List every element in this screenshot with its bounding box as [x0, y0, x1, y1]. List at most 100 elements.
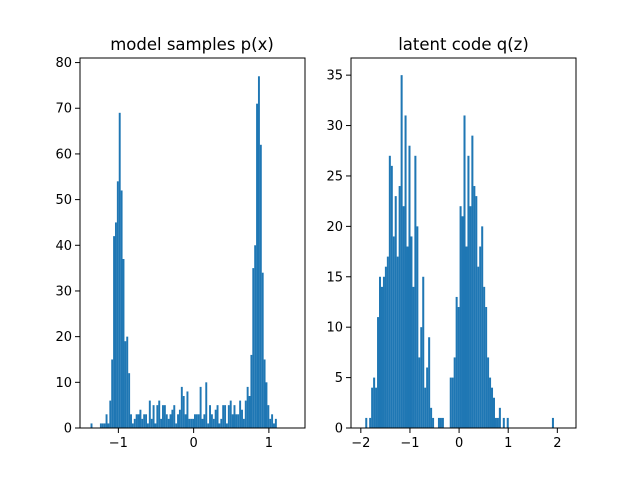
histogram-bar — [373, 377, 376, 428]
histogram-bar — [398, 186, 401, 428]
histogram-bar — [257, 76, 260, 429]
histogram-bar — [124, 341, 127, 428]
histogram-bar — [165, 414, 168, 428]
histogram-bar — [156, 405, 159, 428]
y-tick-label: 20 — [55, 330, 72, 345]
histogram-bar — [150, 418, 153, 428]
histogram-bar — [199, 386, 202, 428]
x-tick-label: −1 — [400, 436, 419, 451]
histogram-bar — [451, 377, 454, 428]
histogram-bar — [130, 414, 132, 428]
y-tick-label: 0 — [64, 422, 72, 437]
histogram-bar — [233, 405, 236, 428]
histogram-bar — [418, 357, 421, 428]
histogram-bar — [469, 206, 472, 428]
histogram-bar — [453, 357, 456, 428]
histogram-bar — [133, 418, 136, 428]
histogram-bar — [506, 417, 509, 428]
histogram-bar — [375, 387, 378, 428]
histogram-bar — [259, 144, 262, 429]
x-tick-label: 2 — [553, 436, 561, 451]
histogram-bar — [377, 317, 380, 428]
histogram-bar — [143, 414, 146, 428]
histogram-bar — [412, 286, 415, 428]
bars-model-samples — [90, 76, 277, 429]
x-tick-label: 0 — [189, 436, 197, 451]
histogram-bar — [494, 417, 497, 428]
histogram-bar — [105, 414, 108, 428]
histogram-bar — [160, 418, 163, 428]
histogram-bar — [261, 272, 264, 428]
chart-title-latent-code: latent code q(z) — [398, 35, 529, 54]
histogram-bar — [218, 423, 221, 428]
y-tick-label: 50 — [55, 193, 72, 208]
histogram-bar — [437, 417, 440, 428]
histogram-bar — [118, 112, 121, 428]
histogram-bar — [265, 382, 268, 428]
histogram-bar — [392, 236, 395, 428]
histogram-bar — [241, 409, 243, 428]
histogram-bar — [396, 256, 399, 428]
histogram-bar — [192, 418, 195, 428]
y-tick-label: 25 — [326, 169, 343, 184]
histogram-bar — [461, 216, 464, 428]
histogram-bar — [246, 386, 249, 428]
histogram-bar — [222, 405, 225, 428]
y-tick-label: 60 — [55, 147, 72, 162]
histogram-bar — [184, 414, 187, 428]
histogram-bar — [271, 414, 274, 428]
histogram-bar — [131, 423, 134, 428]
histogram-bar — [414, 155, 417, 429]
histogram-bar — [194, 414, 196, 428]
histogram-bar — [422, 276, 425, 428]
histogram-bar — [169, 414, 172, 428]
histogram-bar — [163, 405, 166, 428]
histogram-bar — [162, 405, 164, 428]
x-axis-ticks-model-samples: −1 0 1 — [109, 428, 273, 451]
histogram-bar — [188, 418, 191, 428]
histogram-bar — [139, 409, 142, 428]
histogram-bar — [402, 206, 405, 428]
histogram-bar — [137, 414, 140, 428]
histogram-bar — [485, 307, 488, 428]
histogram-bar — [455, 296, 458, 428]
histogram-bar — [487, 357, 490, 428]
histogram-bar — [171, 409, 174, 428]
histogram-bar — [489, 377, 492, 428]
histogram-bar — [481, 226, 484, 428]
histogram-bar — [103, 423, 106, 428]
histogram-bar — [365, 417, 368, 428]
histogram-bar — [111, 359, 114, 428]
histogram-bar — [113, 236, 116, 428]
histogram-bar — [178, 409, 181, 428]
histogram-bar — [248, 396, 251, 428]
histogram-bar — [502, 417, 505, 428]
axes-frame-latent-code — [350, 57, 577, 429]
histogram-bar — [394, 196, 397, 428]
histogram-bar — [406, 246, 409, 428]
histogram-bar — [459, 206, 462, 428]
histogram-bar — [420, 327, 423, 428]
y-tick-label: 10 — [55, 376, 72, 391]
histogram-bar — [467, 155, 470, 429]
histogram-bar — [235, 414, 238, 428]
histogram-bar — [229, 400, 232, 428]
y-tick-label: 5 — [335, 371, 343, 386]
histogram-bar — [430, 407, 433, 428]
histogram-bar — [491, 387, 494, 428]
histogram-bar — [224, 405, 227, 428]
histogram-bar — [167, 418, 170, 428]
histogram-bar — [209, 405, 211, 428]
histogram-bar — [90, 423, 93, 428]
histogram-bar — [120, 190, 123, 428]
histogram-bar — [250, 354, 253, 428]
histogram-bar — [201, 418, 204, 428]
histogram-bar — [210, 414, 213, 428]
histogram-bar — [449, 377, 452, 428]
histogram-bar — [263, 359, 266, 428]
histogram-bar — [384, 266, 387, 428]
histogram-bar — [473, 186, 476, 428]
histogram-bar — [148, 400, 151, 428]
histogram-bar — [205, 382, 208, 428]
